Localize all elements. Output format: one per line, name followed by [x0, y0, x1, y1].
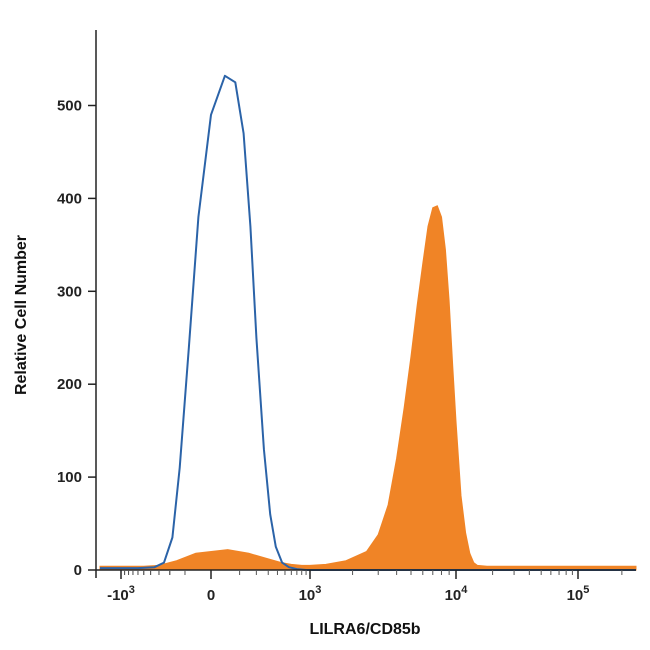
- x-axis-title: LILRA6/CD85b: [309, 621, 420, 638]
- histogram-area-filled: [99, 205, 637, 571]
- y-tick-label: 400: [57, 190, 82, 207]
- series-layer: [99, 74, 637, 571]
- y-tick-label: 300: [57, 283, 82, 300]
- x-tick-label: 105: [567, 584, 590, 604]
- y-tick-label: 500: [57, 98, 82, 115]
- histogram-line-outline: [100, 74, 636, 571]
- x-tick-label: 103: [299, 584, 322, 604]
- y-tick-label: 200: [57, 376, 82, 393]
- y-tick-label: 0: [74, 562, 82, 579]
- x-tick-label: -103: [107, 584, 135, 604]
- x-tick-label: 104: [445, 584, 469, 604]
- x-tick-label: 0: [207, 587, 215, 604]
- y-tick-label: 100: [57, 469, 82, 486]
- axis-layer: 0 100 200 300 400 500 -103 0 103 104 105: [57, 30, 636, 604]
- y-axis-title: Relative Cell Number: [13, 235, 30, 395]
